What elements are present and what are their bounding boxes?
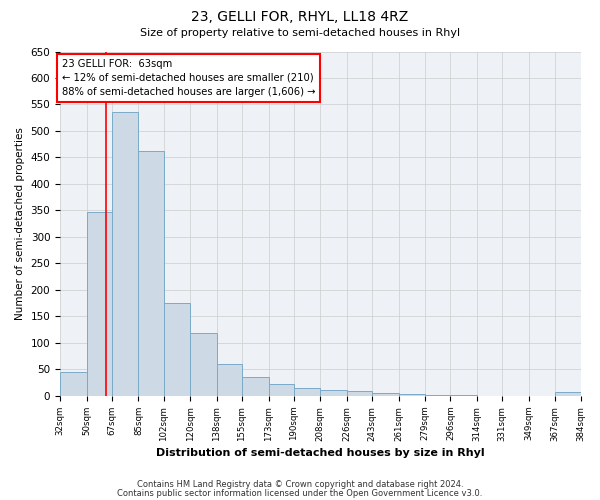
Bar <box>217 364 242 396</box>
Text: 23 GELLI FOR:  63sqm
← 12% of semi-detached houses are smaller (210)
88% of semi: 23 GELLI FOR: 63sqm ← 12% of semi-detach… <box>62 59 315 97</box>
Y-axis label: Number of semi-detached properties: Number of semi-detached properties <box>15 128 25 320</box>
Bar <box>347 390 372 396</box>
Bar <box>372 393 398 396</box>
Bar <box>425 395 451 396</box>
Bar <box>139 150 164 396</box>
Text: Size of property relative to semi-detached houses in Rhyl: Size of property relative to semi-detach… <box>140 28 460 38</box>
Text: 23, GELLI FOR, RHYL, LL18 4RZ: 23, GELLI FOR, RHYL, LL18 4RZ <box>191 10 409 24</box>
Bar <box>112 112 139 396</box>
Text: Contains public sector information licensed under the Open Government Licence v3: Contains public sector information licen… <box>118 488 482 498</box>
Bar <box>242 378 269 396</box>
Text: Contains HM Land Registry data © Crown copyright and database right 2024.: Contains HM Land Registry data © Crown c… <box>137 480 463 489</box>
Bar <box>398 394 425 396</box>
Bar <box>86 212 112 396</box>
Bar <box>269 384 293 396</box>
Bar <box>556 392 581 396</box>
X-axis label: Distribution of semi-detached houses by size in Rhyl: Distribution of semi-detached houses by … <box>156 448 485 458</box>
Bar <box>320 390 347 396</box>
Bar <box>164 302 190 396</box>
Bar <box>190 334 217 396</box>
Bar <box>60 372 86 396</box>
Bar <box>293 388 320 396</box>
